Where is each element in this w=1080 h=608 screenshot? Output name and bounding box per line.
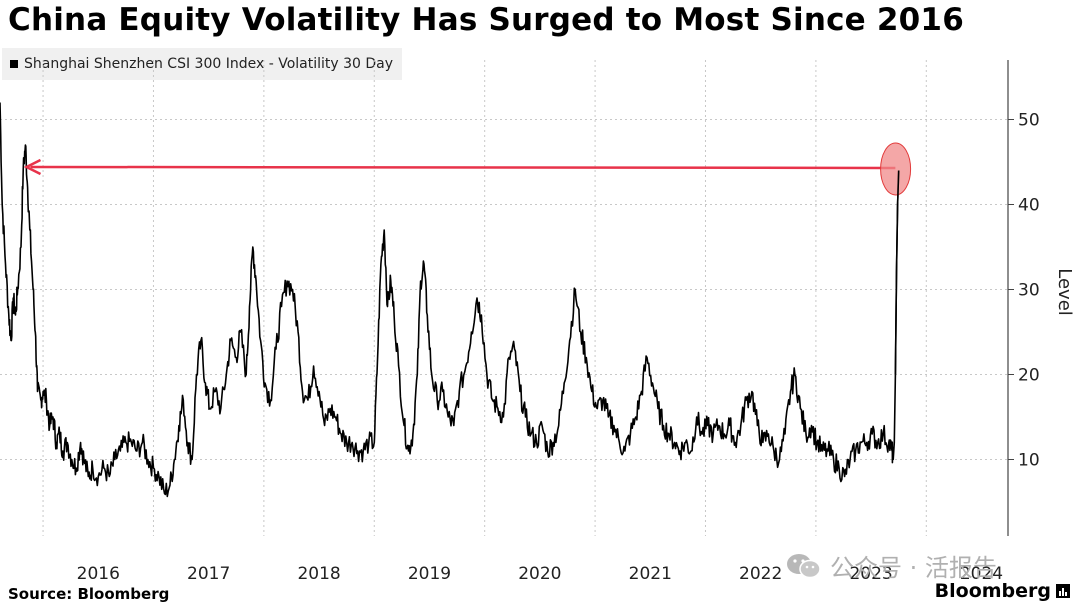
y-axis-label: Level bbox=[1054, 268, 1075, 316]
y-tick-label: 30 bbox=[1018, 281, 1040, 301]
x-tick-label: 2018 bbox=[297, 564, 340, 584]
annotation-arrow-line bbox=[30, 165, 896, 170]
wechat-icon bbox=[786, 552, 822, 580]
x-tick-label: 2023 bbox=[849, 564, 892, 584]
y-tick-label: 40 bbox=[1018, 196, 1040, 216]
source-note: Source: Bloomberg bbox=[8, 585, 170, 603]
brand-name: Bloomberg bbox=[934, 580, 1051, 602]
gridlines bbox=[0, 60, 1008, 536]
x-axis: 2016 2017 2018 2019 2020 2021 2022 2023 2024 bbox=[77, 564, 1004, 584]
annotation-arrow-head bbox=[23, 158, 42, 176]
x-tick-label: 2024 bbox=[960, 564, 1003, 584]
legend-label: Shanghai Shenzhen CSI 300 Index - Volati… bbox=[24, 56, 394, 72]
series-group bbox=[0, 102, 900, 498]
watermark-text: 公众号 · 活报告 bbox=[830, 554, 997, 582]
x-tick-label: 2019 bbox=[408, 564, 451, 584]
legend: Shanghai Shenzhen CSI 300 Index - Volati… bbox=[2, 48, 403, 80]
y-tick-label: 20 bbox=[1018, 366, 1040, 386]
x-tick-label: 2016 bbox=[77, 564, 120, 584]
y-axis: 10 20 30 40 50 bbox=[1008, 111, 1040, 471]
chart-title: China Equity Volatility Has Surged to Mo… bbox=[8, 2, 964, 38]
series-line-overlay bbox=[894, 170, 900, 375]
x-tick-label: 2017 bbox=[187, 564, 230, 584]
legend-swatch bbox=[10, 60, 18, 68]
y-tick-label: 50 bbox=[1018, 111, 1040, 131]
x-tick-label: 2021 bbox=[629, 564, 672, 584]
brand: Bloomberg bbox=[935, 580, 1070, 602]
watermark: 公众号 · 活报告 bbox=[786, 548, 997, 583]
annotations bbox=[23, 142, 912, 375]
y-tick-label: 10 bbox=[1018, 451, 1040, 471]
x-tick-label: 2022 bbox=[739, 564, 782, 584]
bloomberg-logo-icon bbox=[1056, 584, 1070, 598]
x-tick-label: 2020 bbox=[518, 564, 561, 584]
series-line bbox=[0, 102, 900, 498]
annotation-highlight bbox=[880, 142, 912, 196]
